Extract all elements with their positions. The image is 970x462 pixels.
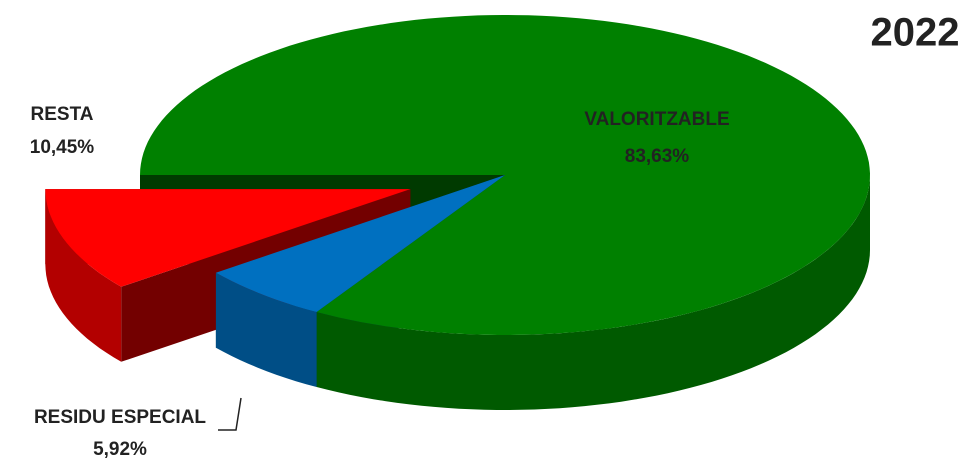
slice-side xyxy=(215,272,317,387)
data-label-category: RESIDU ESPECIAL xyxy=(34,407,206,428)
slice-side xyxy=(45,189,122,362)
data-label-category: RESTA xyxy=(31,104,94,125)
slice xyxy=(45,189,411,287)
leader-line xyxy=(218,397,242,431)
outer-walls xyxy=(45,175,871,410)
slice-side xyxy=(316,175,871,410)
data-label-value: 83,63% xyxy=(625,146,690,167)
data-label-value: 5,92% xyxy=(93,439,147,460)
chart-title: 2022 xyxy=(871,11,960,55)
slice xyxy=(215,175,505,312)
data-label-category: VALORITZABLE xyxy=(584,109,729,130)
data-label-value: 10,45% xyxy=(30,137,95,158)
tops xyxy=(45,15,870,335)
